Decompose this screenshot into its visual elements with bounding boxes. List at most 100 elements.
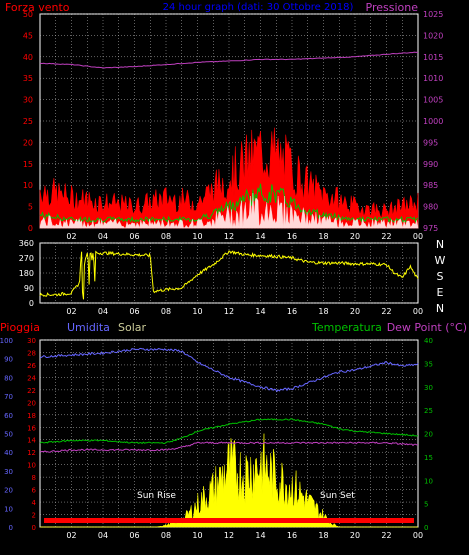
solar-label: Solar (118, 321, 147, 334)
panel-weather-ticks: 0102030405060708090100024681012141618202… (0, 337, 433, 540)
p3-xtick-18: 18 (318, 531, 328, 540)
rain-tick-22: 22 (27, 387, 36, 395)
humidity-tick-20: 20 (4, 487, 13, 495)
rain-tick-24: 24 (27, 374, 36, 382)
humidity-tick-50: 50 (4, 431, 13, 439)
panel-direction-series (39, 250, 419, 300)
rain-tick-12: 12 (27, 449, 36, 457)
wind-tick-25: 25 (23, 117, 33, 126)
humidity-tick-70: 70 (4, 393, 13, 401)
dewpoint-label: Dew Point (°C) (387, 321, 467, 334)
pressure-tick-1000: 1000 (423, 117, 443, 126)
wind-tick-30: 30 (23, 96, 33, 105)
wind-speed-label: Forza vento (5, 1, 70, 14)
p3-xtick-16: 16 (287, 531, 297, 540)
p3-xtick-14: 14 (255, 531, 265, 540)
compass-label-0: N (436, 238, 444, 251)
rain-tick-10: 10 (27, 462, 36, 470)
p3-xtick-08: 08 (161, 531, 171, 540)
rain-tick-20: 20 (27, 399, 36, 407)
p3-xtick-20: 20 (350, 531, 360, 540)
p1-xtick-02: 02 (66, 232, 76, 241)
pressure-series (39, 51, 419, 69)
temperature-tick-25: 25 (424, 407, 433, 415)
panel-direction-grid (40, 242, 418, 304)
sunrise-annotation: Sun Rise (137, 491, 176, 501)
pressure-tick-1020: 1020 (423, 31, 443, 40)
solar-series (40, 433, 418, 528)
compass-label-4: N (436, 302, 444, 315)
pressure-tick-1025: 1025 (423, 10, 443, 19)
humidity-tick-90: 90 (4, 356, 13, 364)
p2-xtick-02: 02 (66, 307, 76, 316)
humidity-series (39, 347, 419, 393)
humidity-tick-40: 40 (4, 449, 13, 457)
humidity-tick-100: 100 (0, 337, 13, 345)
temperature-tick-15: 15 (424, 454, 433, 462)
pressure-tick-995: 995 (423, 138, 438, 147)
wind-gust-series (39, 127, 419, 229)
pressure-tick-1015: 1015 (423, 53, 443, 62)
direction-tick-180: 180 (19, 269, 34, 278)
p1-xtick-18: 18 (318, 232, 328, 241)
rain-tick-18: 18 (27, 412, 36, 420)
p1-xtick-08: 08 (161, 232, 171, 241)
wind-tick-5: 5 (28, 203, 33, 212)
rain-tick-4: 4 (32, 499, 37, 507)
rain-series (44, 518, 414, 523)
p1-xtick-10: 10 (192, 232, 202, 241)
wind-low-series (39, 193, 419, 229)
wind-tick-20: 20 (23, 138, 33, 147)
p3-xtick-12: 12 (224, 531, 234, 540)
panel-weather-series (39, 347, 419, 528)
wind-tick-40: 40 (23, 53, 33, 62)
compass-label-2: S (437, 270, 444, 283)
p3-xtick-06: 06 (129, 531, 139, 540)
p2-xtick-00: 00 (413, 307, 423, 316)
panel-wind-ticks: 0510152025303540455097598098599099510001… (23, 10, 444, 241)
temperature-tick-20: 20 (424, 431, 433, 439)
rain-tick-26: 26 (27, 362, 36, 370)
pressure-tick-1005: 1005 (423, 96, 443, 105)
wind-tick-35: 35 (23, 74, 33, 83)
p1-xtick-04: 04 (98, 232, 108, 241)
temperature-tick-0: 0 (424, 524, 428, 532)
temperature-tick-35: 35 (424, 360, 433, 368)
humidity-tick-30: 30 (4, 468, 13, 476)
temperature-tick-5: 5 (424, 501, 428, 509)
p1-xtick-00: 00 (413, 232, 423, 241)
panel-wind-series (39, 51, 419, 229)
rain-tick-14: 14 (27, 437, 36, 445)
p2-xtick-14: 14 (255, 307, 265, 316)
rain-tick-16: 16 (27, 424, 36, 432)
p2-xtick-04: 04 (98, 307, 108, 316)
pressure-tick-990: 990 (423, 160, 438, 169)
p3-xtick-02: 02 (66, 531, 76, 540)
humidity-label: Umidita (67, 321, 110, 334)
dewpoint-series (39, 441, 419, 453)
pressure-tick-980: 980 (423, 203, 438, 212)
wind-tick-15: 15 (23, 160, 33, 169)
temperature-tick-40: 40 (424, 337, 433, 345)
direction-tick-270: 270 (19, 254, 34, 263)
p2-xtick-08: 08 (161, 307, 171, 316)
wind-tick-10: 10 (23, 181, 33, 190)
rain-tick-6: 6 (32, 487, 37, 495)
p1-xtick-16: 16 (287, 232, 297, 241)
rain-tick-28: 28 (27, 349, 36, 357)
rain-tick-2: 2 (32, 512, 36, 520)
p2-xtick-12: 12 (224, 307, 234, 316)
direction-tick-90: 90 (24, 284, 34, 293)
direction-tick-360: 360 (19, 239, 34, 248)
pressure-tick-985: 985 (423, 181, 438, 190)
compass-label-3: E (437, 286, 444, 299)
rain-tick-0: 0 (32, 524, 36, 532)
p1-xtick-20: 20 (350, 232, 360, 241)
temperature-tick-10: 10 (424, 477, 433, 485)
chart-title: 24 hour graph (dati: 30 Ottobre 2018) (163, 2, 354, 13)
p2-xtick-16: 16 (287, 307, 297, 316)
rain-label: Pioggia (0, 321, 40, 334)
pressure-label: Pressione (366, 1, 419, 14)
